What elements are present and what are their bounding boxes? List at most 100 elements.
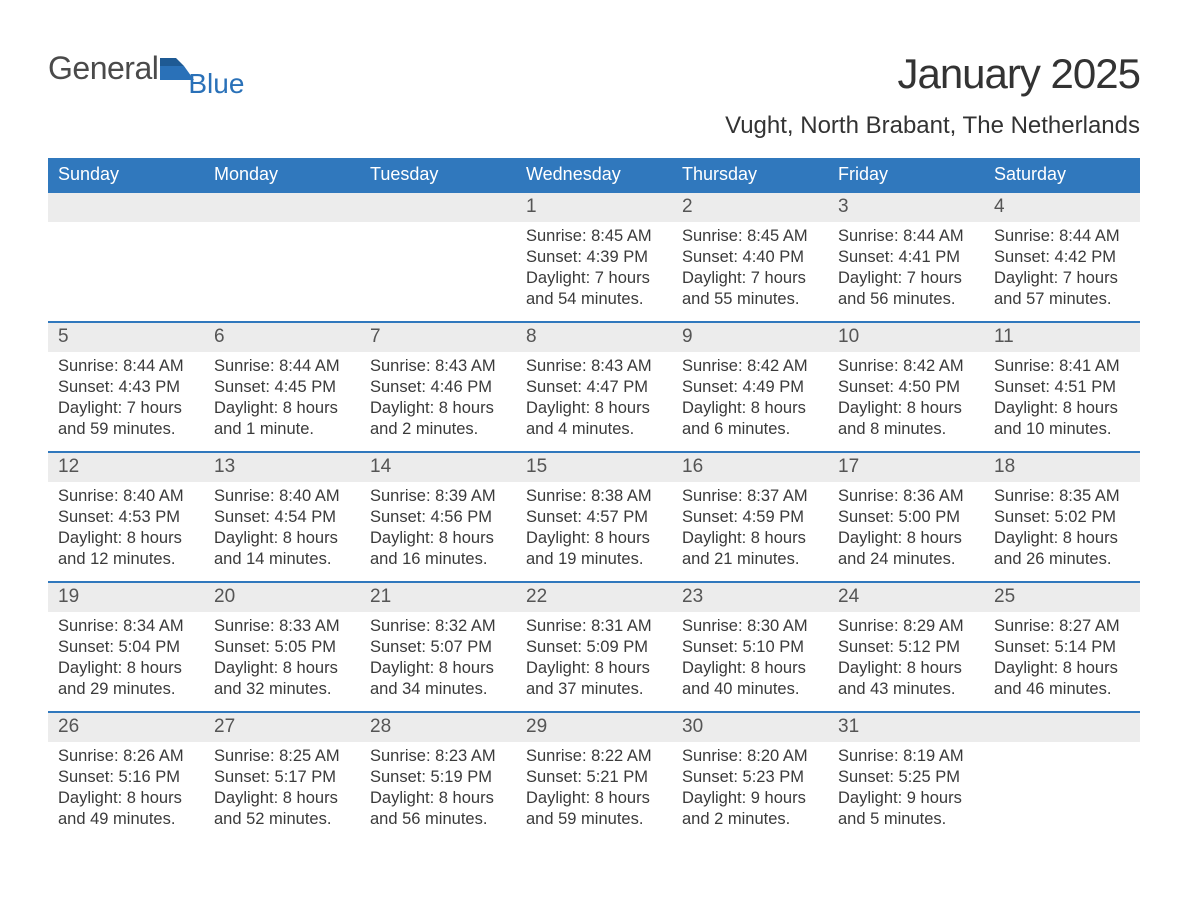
sunset-line: Sunset: 5:12 PM	[838, 637, 974, 658]
week-row: 19Sunrise: 8:34 AMSunset: 5:04 PMDayligh…	[48, 581, 1140, 711]
day-number: 15	[516, 453, 672, 482]
sunrise-line: Sunrise: 8:42 AM	[838, 356, 974, 377]
daylight-line: Daylight: 8 hours and 59 minutes.	[526, 788, 662, 830]
sunrise-line: Sunrise: 8:31 AM	[526, 616, 662, 637]
day-cell: 1Sunrise: 8:45 AMSunset: 4:39 PMDaylight…	[516, 193, 672, 321]
month-title: January 2025	[725, 50, 1140, 98]
daylight-line: Daylight: 8 hours and 16 minutes.	[370, 528, 506, 570]
daylight-line: Daylight: 8 hours and 40 minutes.	[682, 658, 818, 700]
day-cell: 15 Sunrise: 8:38 AMSunset: 4:57 PMDayligh…	[516, 453, 672, 581]
sunrise-line: Sunrise: 8:42 AM	[682, 356, 818, 377]
sunrise-line: Sunrise: 8:29 AM	[838, 616, 974, 637]
sunset-line: Sunset: 5:16 PM	[58, 767, 194, 788]
logo-text-blue: Blue	[188, 68, 244, 100]
weekday-label: Saturday	[984, 158, 1140, 193]
day-number: 17	[828, 453, 984, 482]
weekday-label: Tuesday	[360, 158, 516, 193]
day-body: Sunrise: 8:44 AMSunset: 4:41 PMDaylight:…	[828, 222, 984, 316]
sunset-line: Sunset: 4:45 PM	[214, 377, 350, 398]
title-block: January 2025 Vught, North Brabant, The N…	[725, 50, 1140, 140]
day-body: Sunrise: 8:41 AMSunset: 4:51 PMDaylight:…	[984, 352, 1140, 446]
day-number: 25	[984, 583, 1140, 612]
sunrise-line: Sunrise: 8:43 AM	[526, 356, 662, 377]
day-number	[204, 193, 360, 222]
sunset-line: Sunset: 5:23 PM	[682, 767, 818, 788]
day-body	[360, 222, 516, 232]
daylight-line: Daylight: 8 hours and 34 minutes.	[370, 658, 506, 700]
day-body: Sunrise: 8:22 AMSunset: 5:21 PMDaylight:…	[516, 742, 672, 836]
weekday-label: Sunday	[48, 158, 204, 193]
day-number: 11	[984, 323, 1140, 352]
day-cell: 29Sunrise: 8:22 AMSunset: 5:21 PMDayligh…	[516, 713, 672, 841]
daylight-line: Daylight: 7 hours and 59 minutes.	[58, 398, 194, 440]
day-number: 14	[360, 453, 516, 482]
day-number: 5	[48, 323, 204, 352]
day-number: 9	[672, 323, 828, 352]
day-number	[360, 193, 516, 222]
day-number	[984, 713, 1140, 742]
logo-text-general: General	[48, 50, 158, 87]
day-cell: 3Sunrise: 8:44 AMSunset: 4:41 PMDaylight…	[828, 193, 984, 321]
sunset-line: Sunset: 4:57 PM	[526, 507, 662, 528]
weekday-label: Friday	[828, 158, 984, 193]
day-body: Sunrise: 8:29 AMSunset: 5:12 PMDaylight:…	[828, 612, 984, 706]
calendar: SundayMondayTuesdayWednesdayThursdayFrid…	[48, 158, 1140, 841]
day-cell: 25Sunrise: 8:27 AMSunset: 5:14 PMDayligh…	[984, 583, 1140, 711]
sunset-line: Sunset: 4:41 PM	[838, 247, 974, 268]
sunrise-line: Sunrise: 8:36 AM	[838, 486, 974, 507]
weekday-label: Wednesday	[516, 158, 672, 193]
day-body: Sunrise: 8:44 AMSunset: 4:45 PMDaylight:…	[204, 352, 360, 446]
sunrise-line: Sunrise: 8:40 AM	[58, 486, 194, 507]
sunrise-line: Sunrise: 8:44 AM	[994, 226, 1130, 247]
day-body: Sunrise: 8:30 AMSunset: 5:10 PMDaylight:…	[672, 612, 828, 706]
day-cell: 7Sunrise: 8:43 AMSunset: 4:46 PMDaylight…	[360, 323, 516, 451]
day-cell: 13Sunrise: 8:40 AMSunset: 4:54 PMDayligh…	[204, 453, 360, 581]
sunrise-line: Sunrise: 8:30 AM	[682, 616, 818, 637]
daylight-line: Daylight: 8 hours and 6 minutes.	[682, 398, 818, 440]
sunset-line: Sunset: 5:04 PM	[58, 637, 194, 658]
day-number: 28	[360, 713, 516, 742]
day-body: Sunrise: 8:44 AMSunset: 4:42 PMDaylight:…	[984, 222, 1140, 316]
sunrise-line: Sunrise: 8:45 AM	[526, 226, 662, 247]
daylight-line: Daylight: 8 hours and 52 minutes.	[214, 788, 350, 830]
day-number: 24	[828, 583, 984, 612]
sunset-line: Sunset: 4:56 PM	[370, 507, 506, 528]
sunset-line: Sunset: 5:21 PM	[526, 767, 662, 788]
daylight-line: Daylight: 8 hours and 29 minutes.	[58, 658, 194, 700]
day-cell: 4Sunrise: 8:44 AMSunset: 4:42 PMDaylight…	[984, 193, 1140, 321]
day-cell: 17Sunrise: 8:36 AMSunset: 5:00 PMDayligh…	[828, 453, 984, 581]
sunset-line: Sunset: 4:46 PM	[370, 377, 506, 398]
day-cell: 23Sunrise: 8:30 AMSunset: 5:10 PMDayligh…	[672, 583, 828, 711]
week-row: 12Sunrise: 8:40 AMSunset: 4:53 PMDayligh…	[48, 451, 1140, 581]
day-number: 6	[204, 323, 360, 352]
weekday-label: Thursday	[672, 158, 828, 193]
day-number: 21	[360, 583, 516, 612]
sunset-line: Sunset: 4:43 PM	[58, 377, 194, 398]
sunset-line: Sunset: 4:47 PM	[526, 377, 662, 398]
sunrise-line: Sunrise: 8:23 AM	[370, 746, 506, 767]
sunset-line: Sunset: 5:25 PM	[838, 767, 974, 788]
day-cell: 5Sunrise: 8:44 AMSunset: 4:43 PMDaylight…	[48, 323, 204, 451]
sunrise-line: Sunrise: 8:27 AM	[994, 616, 1130, 637]
day-number: 3	[828, 193, 984, 222]
sunrise-line: Sunrise: 8:38 AM	[526, 486, 662, 507]
week-row: 5Sunrise: 8:44 AMSunset: 4:43 PMDaylight…	[48, 321, 1140, 451]
daylight-line: Daylight: 8 hours and 2 minutes.	[370, 398, 506, 440]
day-number: 1	[516, 193, 672, 222]
weekday-label: Monday	[204, 158, 360, 193]
daylight-line: Daylight: 8 hours and 19 minutes.	[526, 528, 662, 570]
day-cell: 21Sunrise: 8:32 AMSunset: 5:07 PMDayligh…	[360, 583, 516, 711]
day-body: Sunrise: 8:20 AMSunset: 5:23 PMDaylight:…	[672, 742, 828, 836]
daylight-line: Daylight: 9 hours and 2 minutes.	[682, 788, 818, 830]
day-body: Sunrise: 8:31 AMSunset: 5:09 PMDaylight:…	[516, 612, 672, 706]
sunset-line: Sunset: 4:39 PM	[526, 247, 662, 268]
day-cell: 20Sunrise: 8:33 AMSunset: 5:05 PMDayligh…	[204, 583, 360, 711]
sunset-line: Sunset: 4:50 PM	[838, 377, 974, 398]
sunset-line: Sunset: 5:10 PM	[682, 637, 818, 658]
day-number: 12	[48, 453, 204, 482]
day-cell	[984, 713, 1140, 841]
sunset-line: Sunset: 4:54 PM	[214, 507, 350, 528]
sunrise-line: Sunrise: 8:22 AM	[526, 746, 662, 767]
sunrise-line: Sunrise: 8:43 AM	[370, 356, 506, 377]
day-cell: 2Sunrise: 8:45 AMSunset: 4:40 PMDaylight…	[672, 193, 828, 321]
